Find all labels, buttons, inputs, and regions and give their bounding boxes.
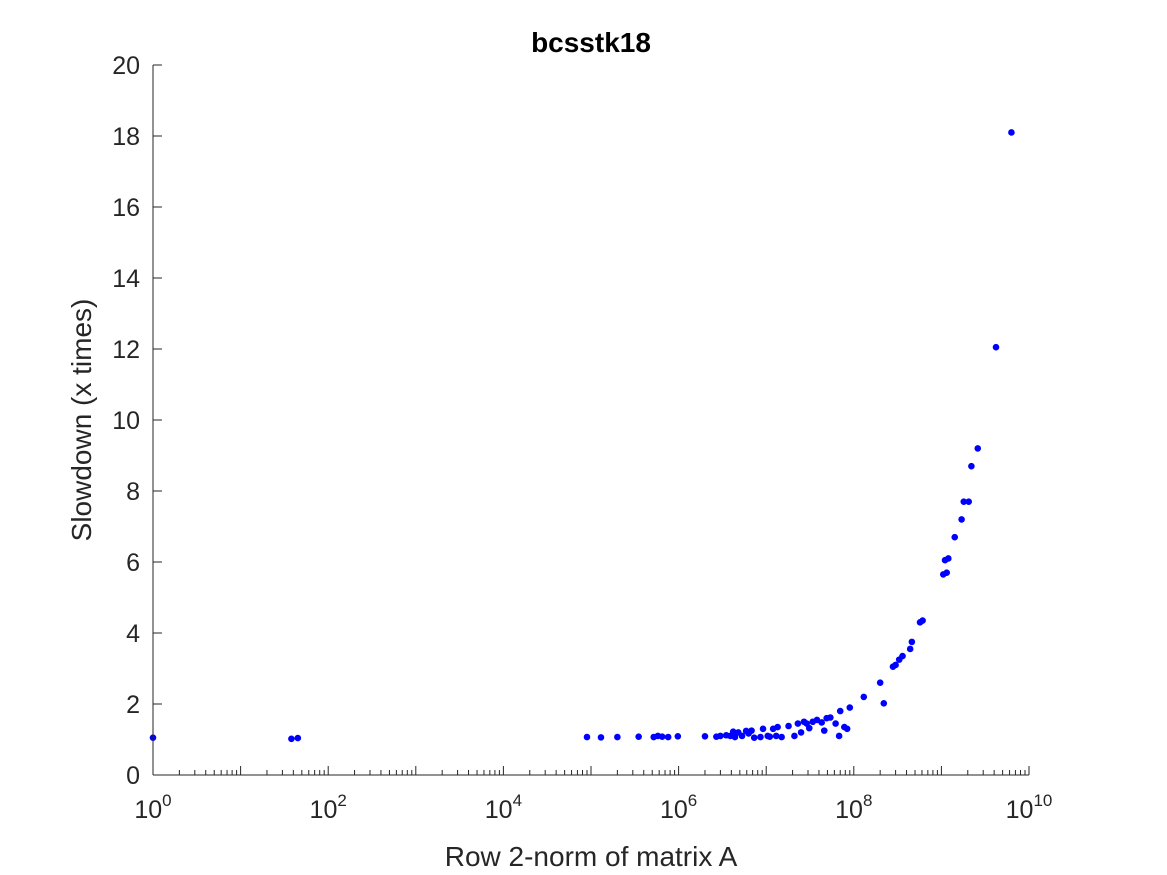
data-point [288, 735, 295, 743]
y-tick-label: 16 [112, 194, 140, 222]
y-tick-label: 18 [112, 123, 140, 151]
y-tick-label: 0 [126, 762, 140, 790]
data-point [583, 733, 591, 741]
data-point [835, 732, 843, 740]
data-point [597, 734, 605, 741]
data-point [772, 732, 780, 740]
data-point [943, 569, 951, 576]
x-tick-label: 106 [660, 791, 697, 824]
data-point [797, 729, 805, 736]
data-point [843, 725, 851, 733]
y-tick-label: 14 [112, 265, 140, 293]
data-point [785, 722, 792, 730]
y-tick-labels: 0 2 4 6 8 10 12 14 16 18 20 [112, 52, 140, 790]
data-point [968, 462, 975, 470]
data-point [951, 533, 959, 541]
y-axis-label: Slowdown (x times) [66, 299, 97, 542]
data-point [757, 733, 764, 741]
data-point [794, 720, 802, 727]
data-point [846, 704, 854, 711]
axis-ticks [152, 64, 1030, 776]
y-tick-label: 2 [126, 691, 140, 719]
y-tick-label: 8 [126, 478, 140, 506]
data-point [908, 638, 916, 646]
data-point [919, 617, 926, 624]
data-point [820, 727, 828, 734]
y-tick-label: 12 [112, 336, 140, 364]
data-point [892, 661, 899, 669]
data-point [738, 732, 746, 740]
data-point [748, 727, 755, 734]
data-point [701, 733, 709, 740]
data-point [832, 720, 839, 727]
x-tick-label: 102 [310, 791, 347, 824]
data-point [827, 714, 834, 721]
data-point [729, 728, 737, 735]
data-point [731, 733, 739, 741]
data-point [717, 732, 724, 740]
data-point [992, 343, 1000, 351]
data-point [974, 445, 982, 452]
data-point [960, 498, 968, 505]
data-point [674, 733, 682, 740]
x-tick-label: 104 [485, 791, 522, 824]
x-axis-label: Row 2-norm of matrix A [445, 841, 738, 872]
data-point [778, 733, 785, 741]
data-point [759, 725, 767, 733]
data-point [958, 516, 965, 523]
y-tick-label: 10 [112, 407, 140, 435]
data-point [750, 734, 758, 742]
data-point [294, 734, 302, 742]
data-point [899, 652, 906, 660]
data-point [880, 699, 888, 707]
y-tick-label: 6 [126, 549, 140, 577]
x-tick-label: 100 [134, 791, 171, 824]
y-tick-label: 20 [112, 52, 140, 80]
data-point [965, 498, 973, 505]
x-tick-label: 1010 [1006, 791, 1053, 824]
x-tick-label: 108 [835, 791, 872, 824]
data-point [774, 723, 781, 731]
data-point [614, 733, 621, 741]
data-points [149, 129, 1015, 743]
chart-title: bcsstk18 [531, 27, 651, 58]
data-point [635, 733, 642, 740]
data-point [1008, 129, 1015, 136]
data-point [860, 693, 868, 701]
data-point [664, 733, 672, 741]
data-point [836, 707, 844, 715]
plot-area [153, 65, 1029, 775]
data-point [805, 724, 813, 732]
data-point [818, 719, 825, 726]
x-tick-labels: 100 102 104 106 108 1010 [134, 791, 1052, 824]
data-point [658, 733, 666, 740]
data-point [876, 679, 884, 686]
y-tick-label: 4 [126, 620, 140, 648]
data-point [906, 645, 914, 653]
data-point [791, 732, 798, 740]
data-point [945, 555, 952, 562]
data-point [766, 733, 774, 740]
